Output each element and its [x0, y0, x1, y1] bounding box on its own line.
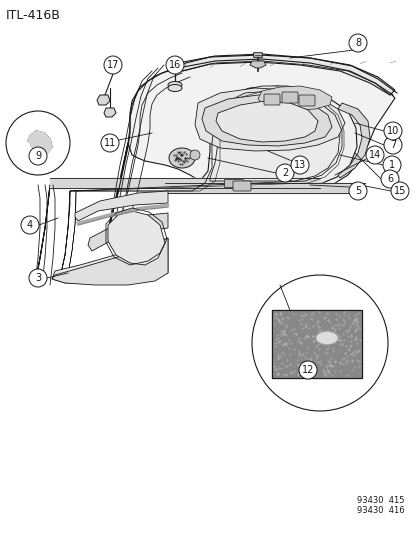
- FancyBboxPatch shape: [224, 180, 243, 188]
- Circle shape: [365, 146, 383, 164]
- Polygon shape: [165, 183, 364, 193]
- Polygon shape: [249, 61, 266, 68]
- Circle shape: [382, 156, 400, 174]
- Text: 4: 4: [27, 220, 33, 230]
- Text: 15: 15: [393, 186, 405, 196]
- FancyBboxPatch shape: [298, 95, 314, 106]
- Text: ITL-416B: ITL-416B: [6, 9, 61, 22]
- Circle shape: [390, 182, 408, 200]
- Polygon shape: [52, 238, 168, 283]
- Polygon shape: [35, 86, 356, 285]
- Circle shape: [290, 156, 308, 174]
- Circle shape: [104, 56, 122, 74]
- Polygon shape: [97, 95, 110, 105]
- FancyBboxPatch shape: [253, 53, 262, 58]
- Text: 2: 2: [281, 168, 287, 178]
- Text: 11: 11: [104, 138, 116, 148]
- Text: 16: 16: [169, 60, 181, 70]
- FancyBboxPatch shape: [281, 92, 297, 103]
- Text: 13: 13: [293, 160, 305, 170]
- Polygon shape: [257, 86, 331, 110]
- Text: 3: 3: [35, 273, 41, 283]
- Polygon shape: [108, 59, 394, 233]
- Polygon shape: [50, 178, 319, 188]
- Ellipse shape: [168, 82, 182, 88]
- Ellipse shape: [315, 332, 337, 344]
- Text: 6: 6: [386, 174, 392, 184]
- Text: 12: 12: [301, 365, 313, 375]
- Text: 5: 5: [354, 186, 360, 196]
- Text: 17: 17: [107, 60, 119, 70]
- Circle shape: [166, 56, 183, 74]
- Text: 10: 10: [386, 126, 398, 136]
- Circle shape: [348, 182, 366, 200]
- Polygon shape: [271, 310, 361, 378]
- Circle shape: [348, 34, 366, 52]
- Circle shape: [190, 150, 199, 160]
- Circle shape: [29, 147, 47, 165]
- Polygon shape: [104, 108, 116, 117]
- Polygon shape: [52, 238, 168, 285]
- FancyBboxPatch shape: [263, 94, 279, 105]
- FancyBboxPatch shape: [233, 181, 250, 191]
- Polygon shape: [75, 191, 168, 221]
- Polygon shape: [178, 55, 394, 95]
- Polygon shape: [88, 213, 168, 251]
- Circle shape: [380, 170, 398, 188]
- Text: 8: 8: [354, 38, 360, 48]
- Polygon shape: [216, 101, 317, 142]
- Polygon shape: [28, 131, 52, 154]
- Text: 93430  415: 93430 415: [357, 496, 404, 505]
- Polygon shape: [202, 95, 331, 146]
- Polygon shape: [209, 86, 339, 181]
- Text: 93430  416: 93430 416: [356, 506, 404, 515]
- Ellipse shape: [168, 85, 182, 92]
- Text: 1: 1: [388, 160, 394, 170]
- Circle shape: [29, 269, 47, 287]
- Circle shape: [383, 122, 401, 140]
- Circle shape: [275, 164, 293, 182]
- Circle shape: [383, 136, 401, 154]
- Text: 14: 14: [368, 150, 380, 160]
- Polygon shape: [195, 88, 344, 151]
- Polygon shape: [108, 211, 165, 265]
- Text: 7: 7: [389, 140, 395, 150]
- Text: 9: 9: [35, 151, 41, 161]
- Circle shape: [101, 134, 119, 152]
- Circle shape: [21, 216, 39, 234]
- Circle shape: [6, 111, 70, 175]
- Circle shape: [252, 275, 387, 411]
- Circle shape: [298, 361, 316, 379]
- Polygon shape: [337, 103, 369, 178]
- Ellipse shape: [169, 148, 195, 168]
